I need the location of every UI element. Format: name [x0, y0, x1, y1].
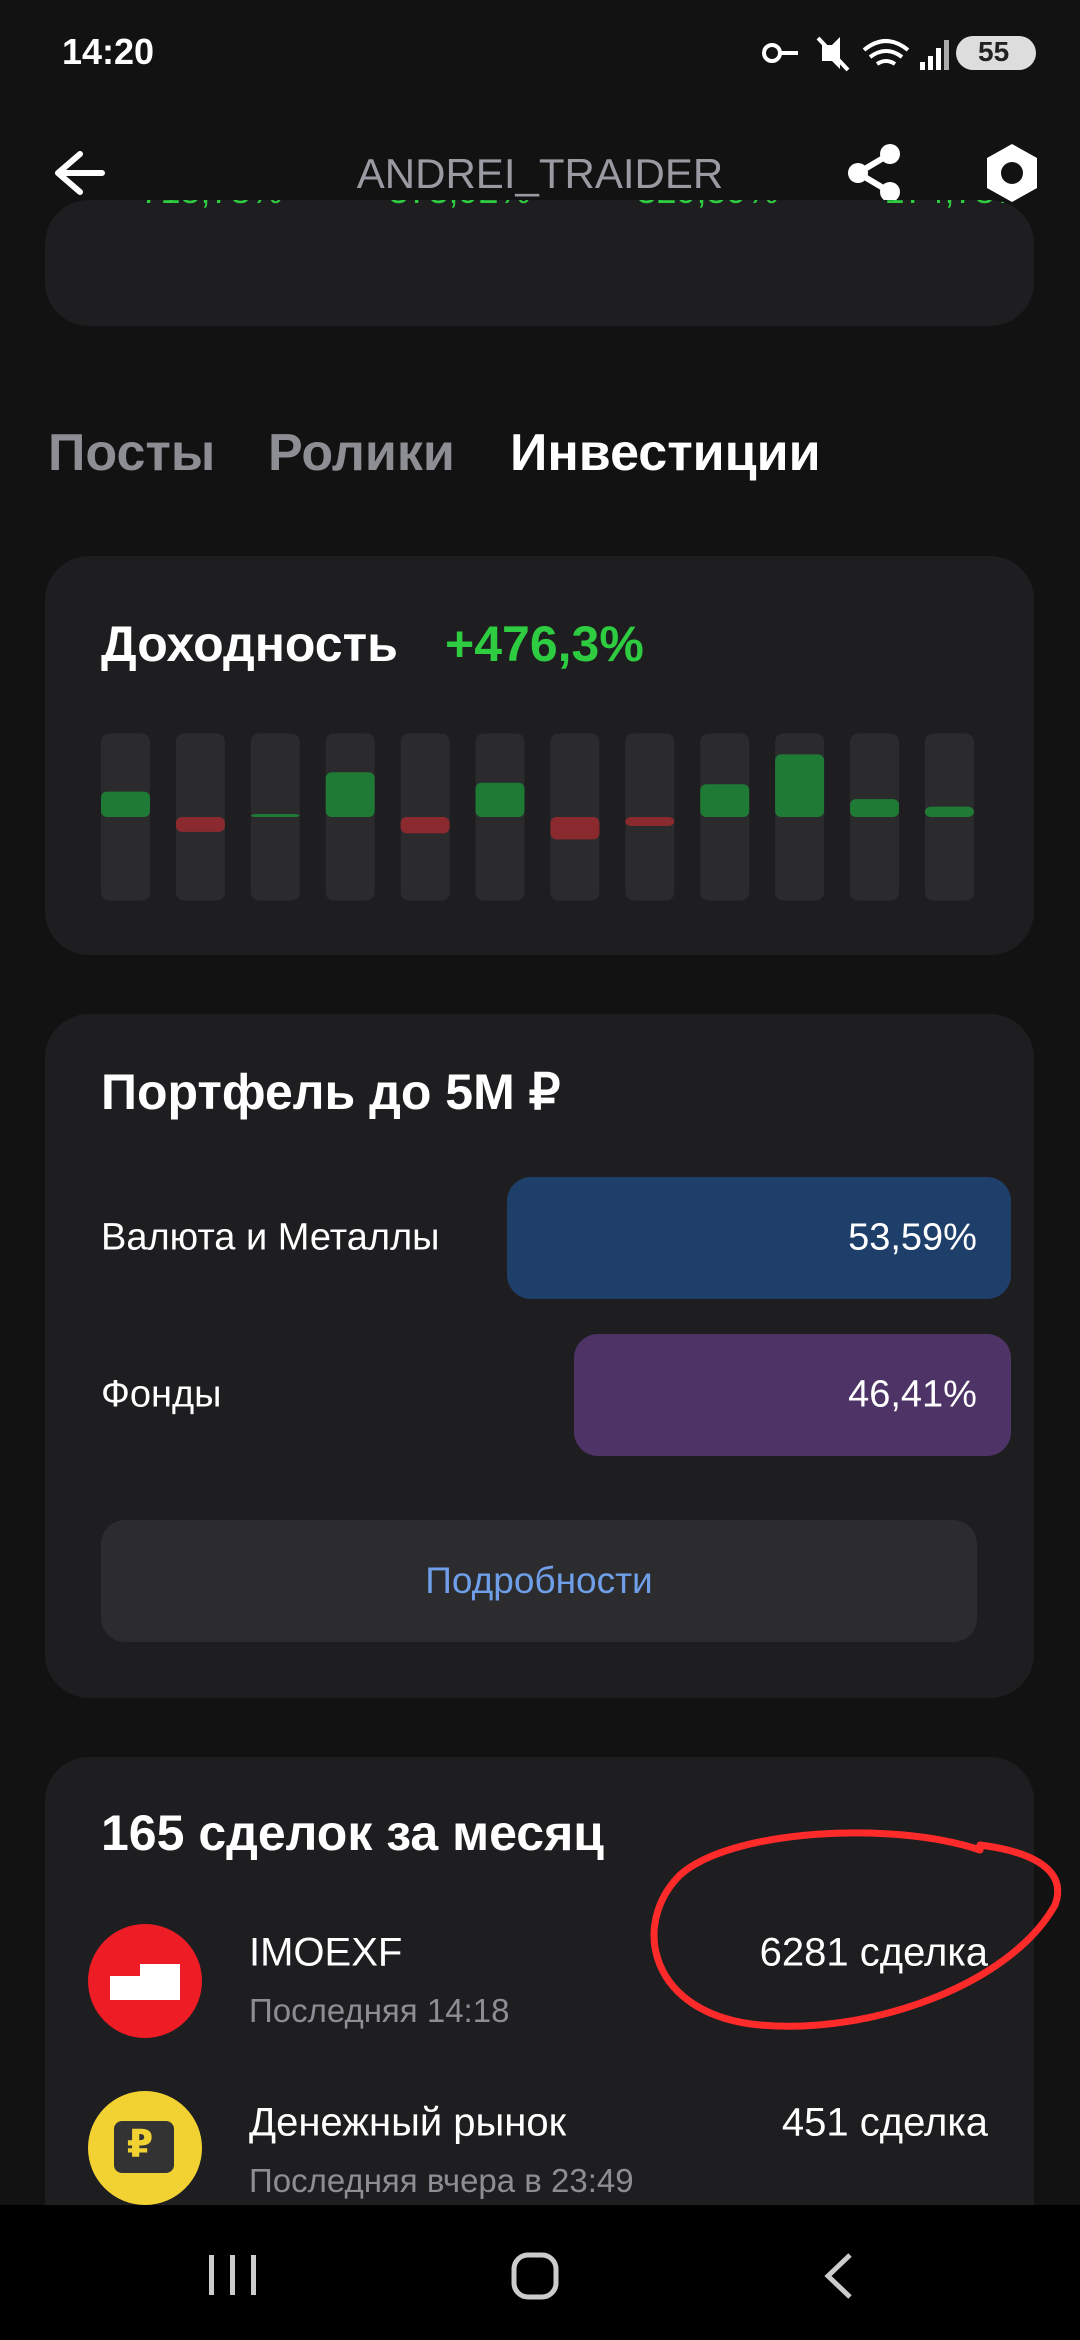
portfolio-bar: 46,41%: [574, 1334, 1011, 1456]
stat-value: +174,78%: [863, 200, 1026, 212]
bar: [325, 772, 375, 817]
deal-last: Последняя 14:18: [249, 1992, 510, 2029]
bar: [625, 817, 675, 826]
battery-level: 55: [978, 36, 1010, 67]
bar: [850, 799, 899, 817]
imoexf-icon: [88, 1924, 202, 2038]
stat-value: +329,59%: [615, 200, 778, 212]
deal-name: IMOEXF: [249, 1930, 403, 1975]
bar: [101, 791, 150, 817]
details-button-label: Подробности: [425, 1560, 653, 1601]
bar: [475, 782, 525, 817]
portfolio-title: Портфель до 5M ₽: [101, 1064, 561, 1120]
deal-last: Последняя вчера в 23:49: [249, 2162, 634, 2199]
bar: [924, 806, 974, 817]
settings-button[interactable]: [982, 142, 1042, 204]
bar: [700, 784, 750, 817]
returns-title: Доходность: [101, 616, 398, 672]
returns-chart: [101, 733, 974, 901]
details-button[interactable]: Подробности: [101, 1520, 977, 1642]
returns-total: +476,3%: [445, 616, 644, 672]
bar: [175, 817, 225, 832]
bar: [400, 817, 450, 834]
stat-value: +373,92%: [367, 200, 530, 212]
deal-count: 6281 сделка: [759, 1930, 988, 1975]
bar: [775, 754, 825, 817]
tab[interactable]: Посты: [48, 424, 216, 482]
deal-name: Денежный рынок: [249, 2100, 567, 2145]
money-market-icon: ₽: [88, 2091, 202, 2205]
portfolio-item-label: 46,41%: [848, 1373, 977, 1416]
bar: [250, 814, 300, 817]
nav-bar: [0, 2205, 1080, 2340]
header-title: ANDREI_TRAIDER: [356, 150, 724, 197]
deals-title: 165 сделок за месяц: [101, 1805, 604, 1861]
deal-count: 451 сделка: [781, 2100, 988, 2145]
status-time: 14:20: [62, 31, 155, 72]
bar: [550, 817, 600, 840]
stats-card: +715,78% +373,92% +329,59% +174,78%: [45, 200, 1034, 326]
status-icons: [762, 36, 1036, 72]
tab[interactable]: Ролики: [268, 424, 455, 482]
svg-text:₽: ₽: [127, 2122, 153, 2166]
share-button[interactable]: [844, 142, 906, 204]
portfolio-item-name: Фонды: [101, 1373, 222, 1416]
home-button[interactable]: [510, 2251, 560, 2301]
stat-value: +715,78%: [119, 200, 282, 212]
recents-button[interactable]: [205, 2253, 261, 2297]
portfolio-item-name: Валюта и Металлы: [101, 1216, 440, 1259]
portfolio-bar: 53,59%: [506, 1177, 1011, 1299]
tab[interactable]: Инвестиции: [510, 424, 821, 482]
red-circle-annotation: [650, 1829, 1061, 2030]
back-button[interactable]: [50, 148, 110, 198]
portfolio-item-label: 53,59%: [848, 1216, 977, 1259]
back-nav-button[interactable]: [820, 2251, 860, 2301]
